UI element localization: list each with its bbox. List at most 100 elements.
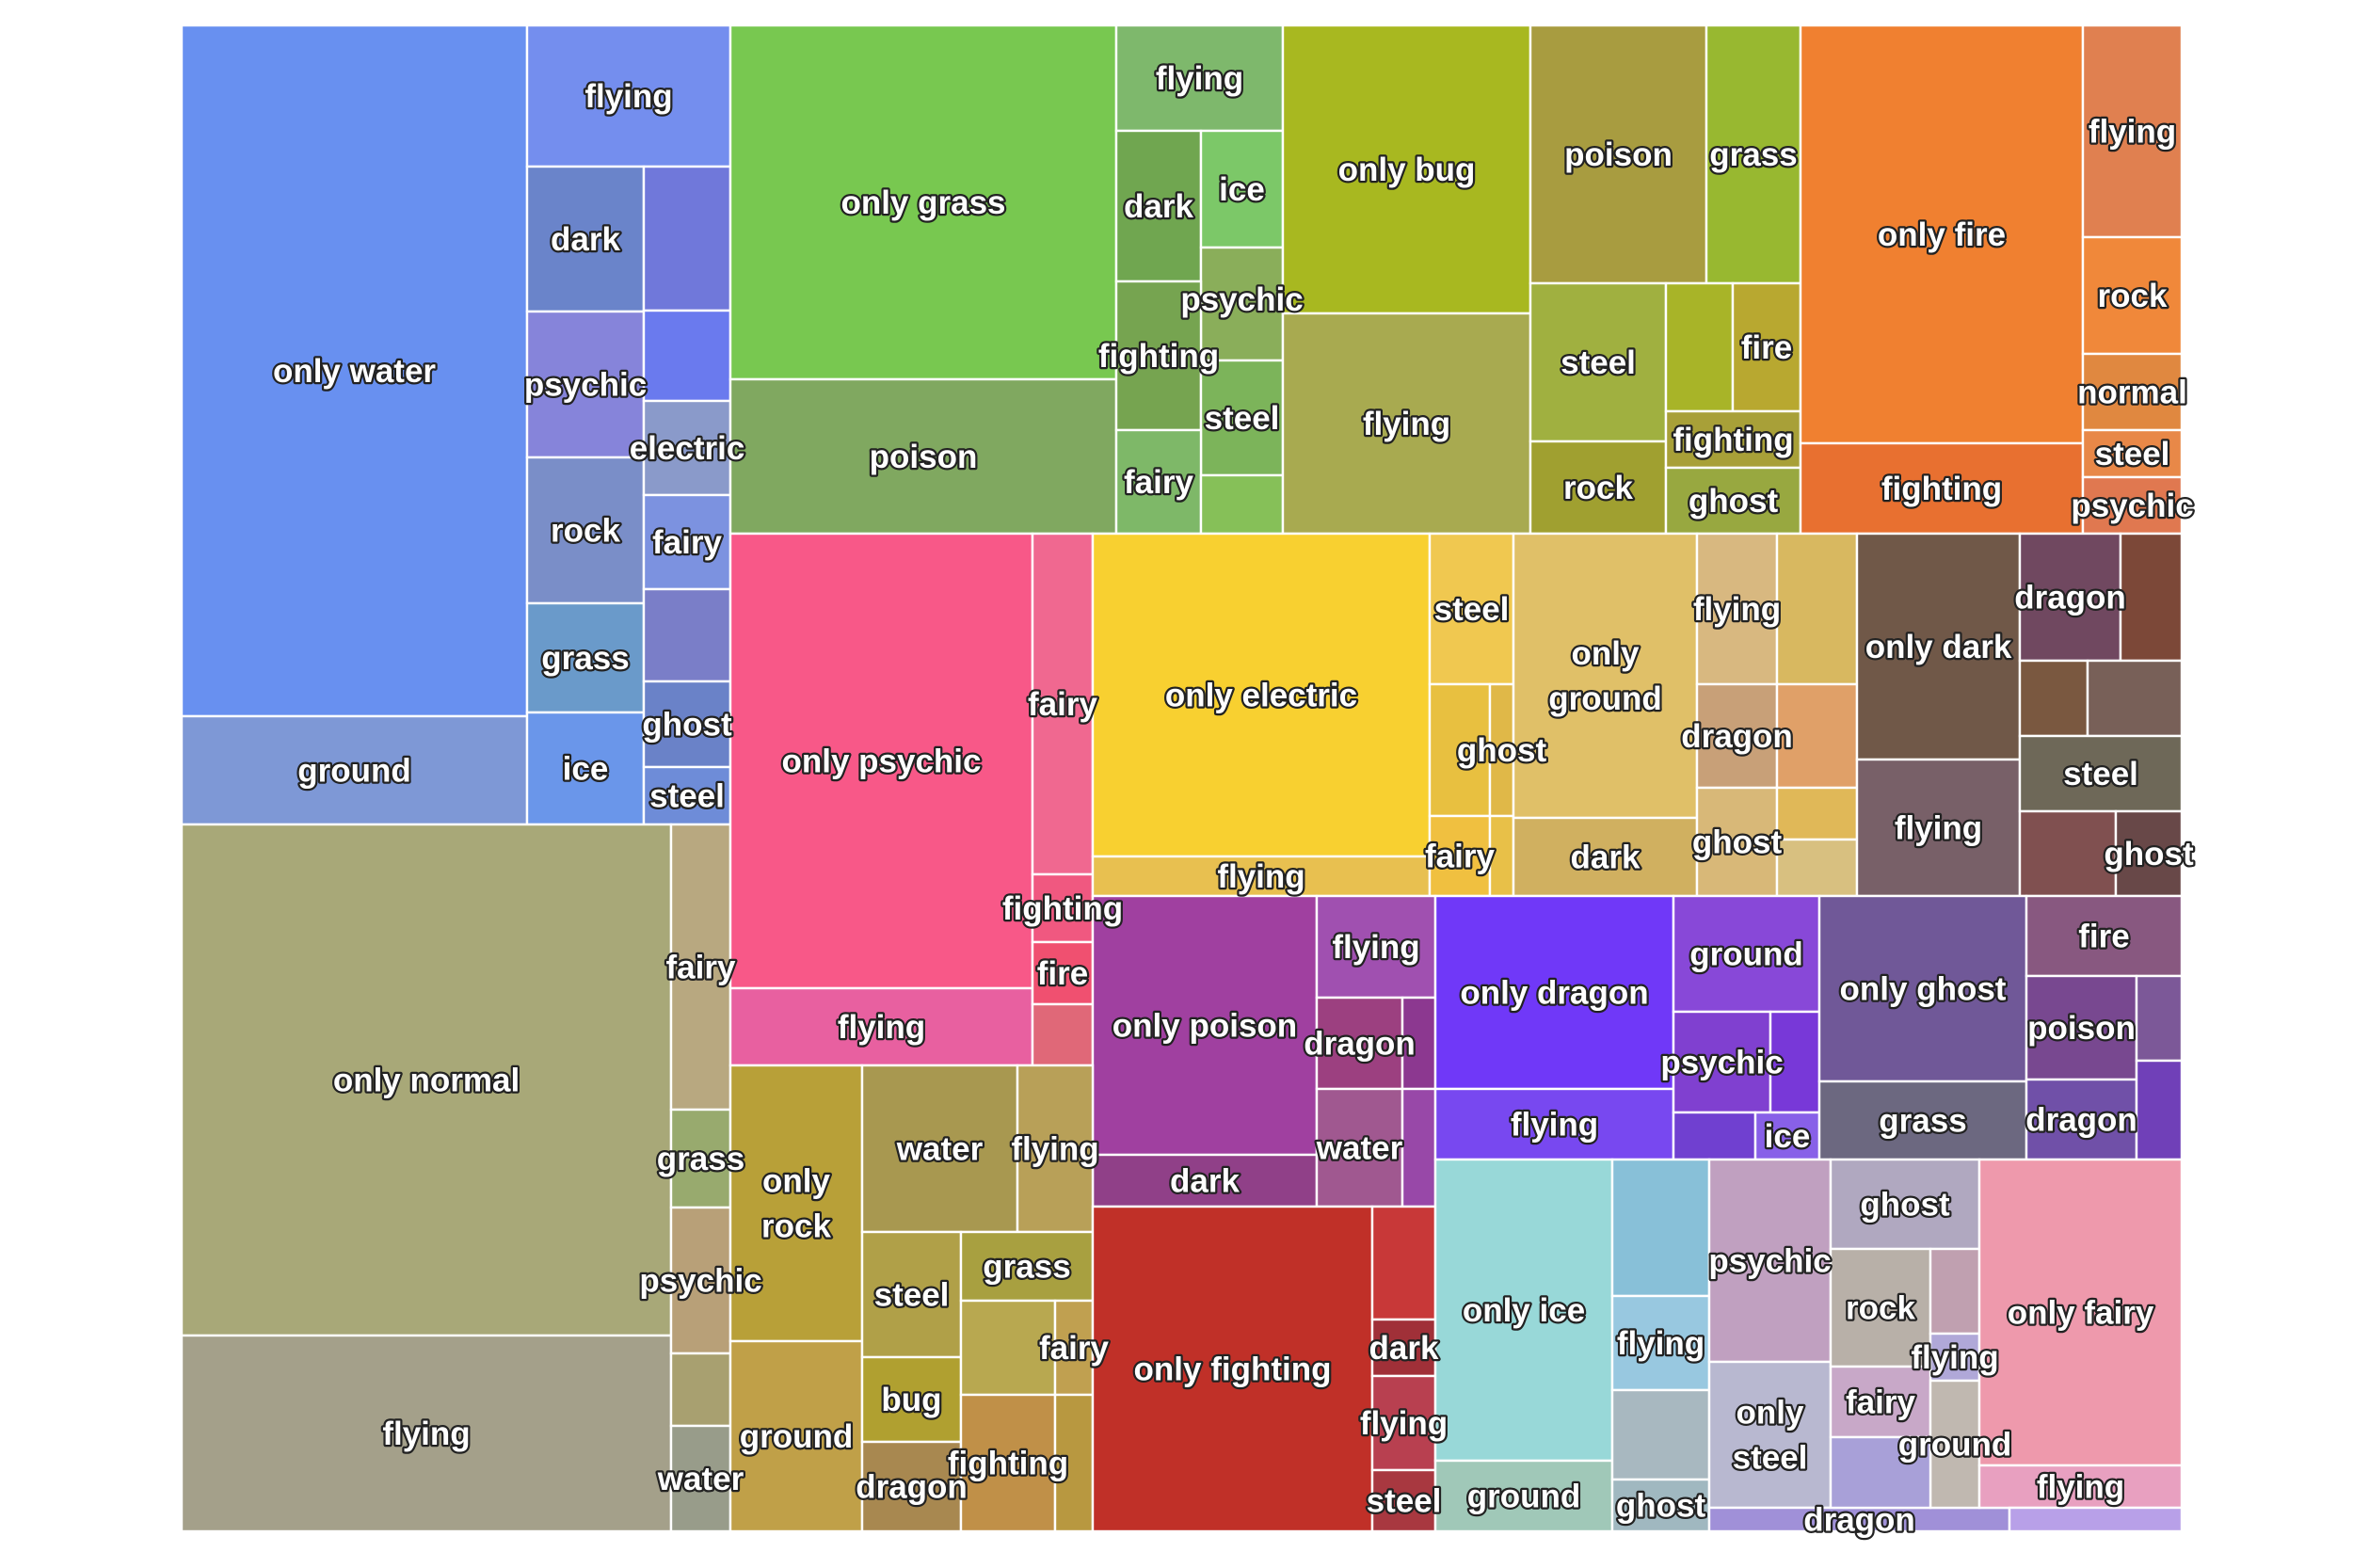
treemap-label-psychic-only-psychic: only psychic [781,743,981,779]
treemap-label-electric-flying: flying [1217,858,1305,895]
treemap-label-line: normal [2077,374,2187,410]
treemap-label-line: only [1737,1394,1804,1431]
cells-layer [180,24,2184,1533]
treemap-cell-water-water-ghost [642,309,732,403]
treemap-label-fire-steel: steel [2095,436,2170,472]
treemap-cell-rock-only-rock [728,1064,864,1343]
treemap-cell-rock-flying [1016,1064,1095,1234]
treemap-label-line: steel [2063,756,2138,792]
treemap-cell-fairy-fairy [1829,1365,1932,1439]
treemap-label-line: ghost [1457,732,1547,769]
treemap-cell-ground-dark [1512,816,1699,898]
treemap-label-ice-ground: ground [1467,1478,1581,1514]
treemap-label-line: ghost [1692,824,1783,860]
treemap-label-line: only normal [333,1062,520,1098]
treemap-label-water-only-water: only water [273,353,436,390]
treemap-label-rock-steel: steel [874,1276,950,1313]
treemap-label-fairy-fairy: fairy [1846,1384,1915,1420]
treemap-label-line: steel [1561,344,1636,381]
treemap-label-line: steel [1733,1439,1808,1476]
treemap-cell-bug-grass [1705,24,1802,285]
treemap-label-electric-fairy: fairy [1425,838,1495,874]
treemap-cell-water-water-dragon [642,165,732,312]
treemap-label-line: ghost [1860,1186,1950,1223]
treemap-label-fairy-ground: ground [1898,1426,2012,1463]
treemap-label-fire-rock: rock [2098,278,2168,314]
treemap-label-grass-ice: ice [1219,171,1265,208]
treemap-cell-normal-fairy [669,823,732,1112]
treemap-cell-steel-dragon [1707,1506,2011,1533]
treemap-label-line: ghost [2104,836,2194,872]
treemap-label-line: flying [1511,1106,1598,1143]
treemap-cell-normal-psychic [669,1206,732,1355]
treemap-label-bug-flying: flying [1363,406,1450,442]
treemap-label-line: flying [1693,591,1781,628]
treemap-cell-dark-dark-fire [2119,532,2184,663]
treemap-label-dark-dragon: dragon [2014,579,2126,616]
treemap-cell-grass-fairy [1114,428,1203,536]
treemap-label-water-grass: grass [541,640,629,677]
treemap-label-grass-flying: flying [1156,60,1243,97]
treemap-label-dragon-ground: ground [1689,936,1803,972]
treemap-label-water-steel: steel [649,777,725,814]
treemap-label-dark-ghost: ghost [2104,836,2194,872]
treemap-label-line: fighting [1673,422,1793,458]
treemap-label-normal-water: water [657,1461,744,1497]
treemap-label-grass-poison: poison [870,439,978,475]
treemap-label-ghost-poison: poison [2027,1010,2136,1047]
treemap-cell-poison-poison-bug [1401,1087,1437,1208]
treemap-label-line: poison [1564,136,1673,173]
treemap-label-line: flying [838,1009,925,1046]
treemap-cell-psychic-fire [1031,940,1095,1006]
treemap-cell-fairy-fairy-steel [2008,1506,2184,1533]
treemap-label-bug-fighting: fighting [1673,422,1793,458]
treemap-cell-fire-flying [2081,24,2184,239]
treemap-label-steel-only-steel: only steel [1733,1394,1808,1476]
treemap-label-line: ghost [1616,1487,1706,1524]
treemap-label-line: fairy [1846,1384,1915,1420]
treemap-cell-electric-fairy [1428,814,1492,898]
treemap-label-line: dragon [1803,1501,1915,1538]
treemap-cell-grass-only-grass [728,24,1118,381]
treemap-cell-dragon-psychic [1672,1010,1772,1114]
treemap-label-line: psychic [639,1262,761,1299]
treemap-cell-fairy-flying [1977,1464,2184,1510]
treemap-cell-ground-dragon [1695,682,1779,790]
treemap-label-line: dragon [2014,579,2126,616]
treemap-label-fire-normal: normal [2077,374,2187,410]
treemap-label-water-flying: flying [584,78,672,115]
treemap-cell-poison-flying [1315,894,1437,1000]
treemap-label-line: ghost [642,706,732,743]
treemap-label-line: rock [1846,1289,1915,1326]
treemap-cell-water-ice [525,711,646,826]
treemap-label-water-ghost: ghost [642,706,732,743]
treemap-cell-fairy-fairy-dragon [1829,1435,1932,1510]
treemap-label-line: ice [1765,1118,1811,1155]
treemap-label-steel-psychic: psychic [1708,1242,1831,1279]
treemap-cell-water-ghost [642,680,732,769]
treemap-cell-normal-grass [669,1108,732,1209]
treemap-label-ice-flying: flying [1617,1325,1705,1362]
treemap-label-psychic-fire: fire [1037,955,1088,992]
treemap-label-fairy-flying: flying [2037,1468,2124,1505]
treemap-label-line: dragon [1304,1025,1416,1062]
treemap-cell-electric-only-electric [1091,532,1432,858]
treemap-cell-normal-flying [180,1334,673,1533]
treemap-label-line: electric [630,430,745,467]
treemap-cell-water-ground [180,714,529,826]
treemap-label-line: rock [551,512,620,549]
treemap-label-line: ground [740,1418,854,1455]
treemap-cell-water-flying [525,24,732,168]
treemap-cell-rock-grass [959,1230,1095,1303]
treemap-label-water-fairy: fairy [652,524,722,561]
treemap-cell-normal-water [669,1424,732,1533]
treemap-label-line: steel [874,1276,950,1313]
treemap-label-line: fighting [1098,338,1219,375]
treemap-label-water-dark: dark [551,221,620,258]
treemap-cell-fairy-ghost [1829,1158,1981,1251]
treemap-label-line: grass [983,1248,1070,1285]
treemap-label-normal-only-normal: only normal [333,1062,520,1098]
treemap-label-line: flying [584,78,672,115]
treemap-label-bug-fire: fire [1741,329,1792,366]
